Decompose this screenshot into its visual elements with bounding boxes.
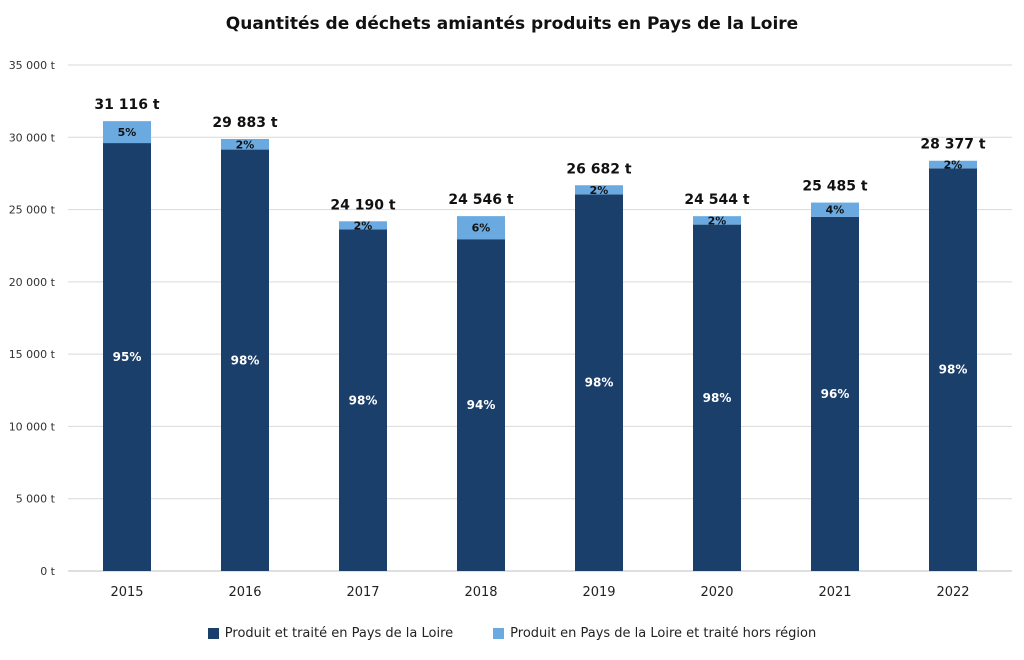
y-tick-label: 20 000 t — [9, 276, 56, 289]
bar-outside-2019 — [575, 185, 623, 195]
legend-label-outside: Produit en Pays de la Loire et traité ho… — [510, 626, 817, 641]
bar-regional-2015 — [103, 143, 151, 571]
data-label-regional: 98% — [939, 363, 968, 377]
y-tick-label: 5 000 t — [16, 493, 56, 506]
total-label: 25 485 t — [802, 179, 867, 195]
data-label-outside: 2% — [354, 219, 373, 232]
bar-outside-2015 — [103, 121, 151, 144]
x-tick-label: 2017 — [346, 585, 379, 600]
bar-outside-2016 — [221, 138, 269, 150]
bar-regional-2019 — [575, 194, 623, 572]
data-label-outside: 2% — [236, 138, 255, 151]
total-label: 31 116 t — [94, 97, 159, 113]
data-label-regional: 98% — [585, 376, 614, 390]
data-label-regional: 96% — [821, 387, 850, 401]
bar-outside-2021 — [811, 202, 859, 217]
legend-swatch-regional — [207, 628, 219, 639]
data-label-regional: 98% — [703, 391, 732, 405]
chart-title: Quantités de déchets amiantés produits e… — [225, 14, 799, 34]
chart-legend: Produit et traité en Pays de la Loire Pr… — [0, 626, 1024, 641]
total-label: 24 190 t — [330, 197, 395, 213]
x-tick-label: 2021 — [818, 585, 851, 600]
x-tick-label: 2020 — [700, 585, 733, 600]
data-label-regional: 98% — [231, 353, 260, 367]
data-label-outside: 2% — [590, 184, 609, 197]
data-label-outside: 2% — [708, 214, 727, 227]
total-label: 29 883 t — [212, 115, 277, 131]
bar-regional-2017 — [339, 229, 387, 572]
bar-outside-2022 — [929, 160, 977, 169]
legend-item-regional: Produit et traité en Pays de la Loire — [207, 626, 454, 641]
x-tick-label: 2016 — [228, 585, 261, 600]
bar-regional-2022 — [929, 168, 977, 571]
data-label-outside: 6% — [472, 222, 491, 235]
data-label-outside: 5% — [118, 126, 137, 139]
bar-outside-2018 — [457, 216, 505, 240]
total-label: 28 377 t — [920, 137, 985, 153]
total-label: 26 682 t — [566, 161, 631, 177]
bar-outside-2020 — [693, 216, 741, 225]
total-label: 24 544 t — [684, 192, 749, 208]
x-tick-label: 2019 — [582, 585, 615, 600]
y-tick-label: 35 000 t — [9, 59, 56, 72]
x-tick-label: 2018 — [464, 585, 497, 600]
legend-item-outside: Produit en Pays de la Loire et traité ho… — [493, 626, 816, 641]
data-label-outside: 2% — [944, 159, 963, 172]
x-tick-label: 2015 — [110, 585, 143, 600]
bar-regional-2018 — [457, 239, 505, 572]
chart-plot: 0 t 5 000 t 10 000 t 15 000 t 20 000 t 25 000… — [9, 59, 1012, 600]
y-tick-label: 30 000 t — [9, 131, 56, 144]
legend-label-regional: Produit et traité en Pays de la Loire — [224, 626, 454, 641]
data-label-outside: 4% — [826, 204, 845, 217]
y-tick-label: 25 000 t — [9, 204, 56, 217]
y-tick-label: 15 000 t — [9, 348, 56, 361]
bar-regional-2016 — [221, 149, 269, 571]
data-label-regional: 94% — [467, 398, 496, 412]
data-label-regional: 98% — [349, 393, 378, 407]
y-tick-label: 0 t — [40, 565, 55, 578]
y-tick-label: 10 000 t — [9, 420, 56, 433]
bar-outside-2017 — [339, 221, 387, 230]
bar-regional-2020 — [693, 224, 741, 571]
bar-regional-2021 — [811, 216, 859, 572]
legend-swatch-outside — [493, 628, 505, 639]
x-tick-label: 2022 — [936, 585, 969, 600]
total-label: 24 546 t — [448, 192, 513, 208]
data-label-regional: 95% — [113, 350, 142, 364]
